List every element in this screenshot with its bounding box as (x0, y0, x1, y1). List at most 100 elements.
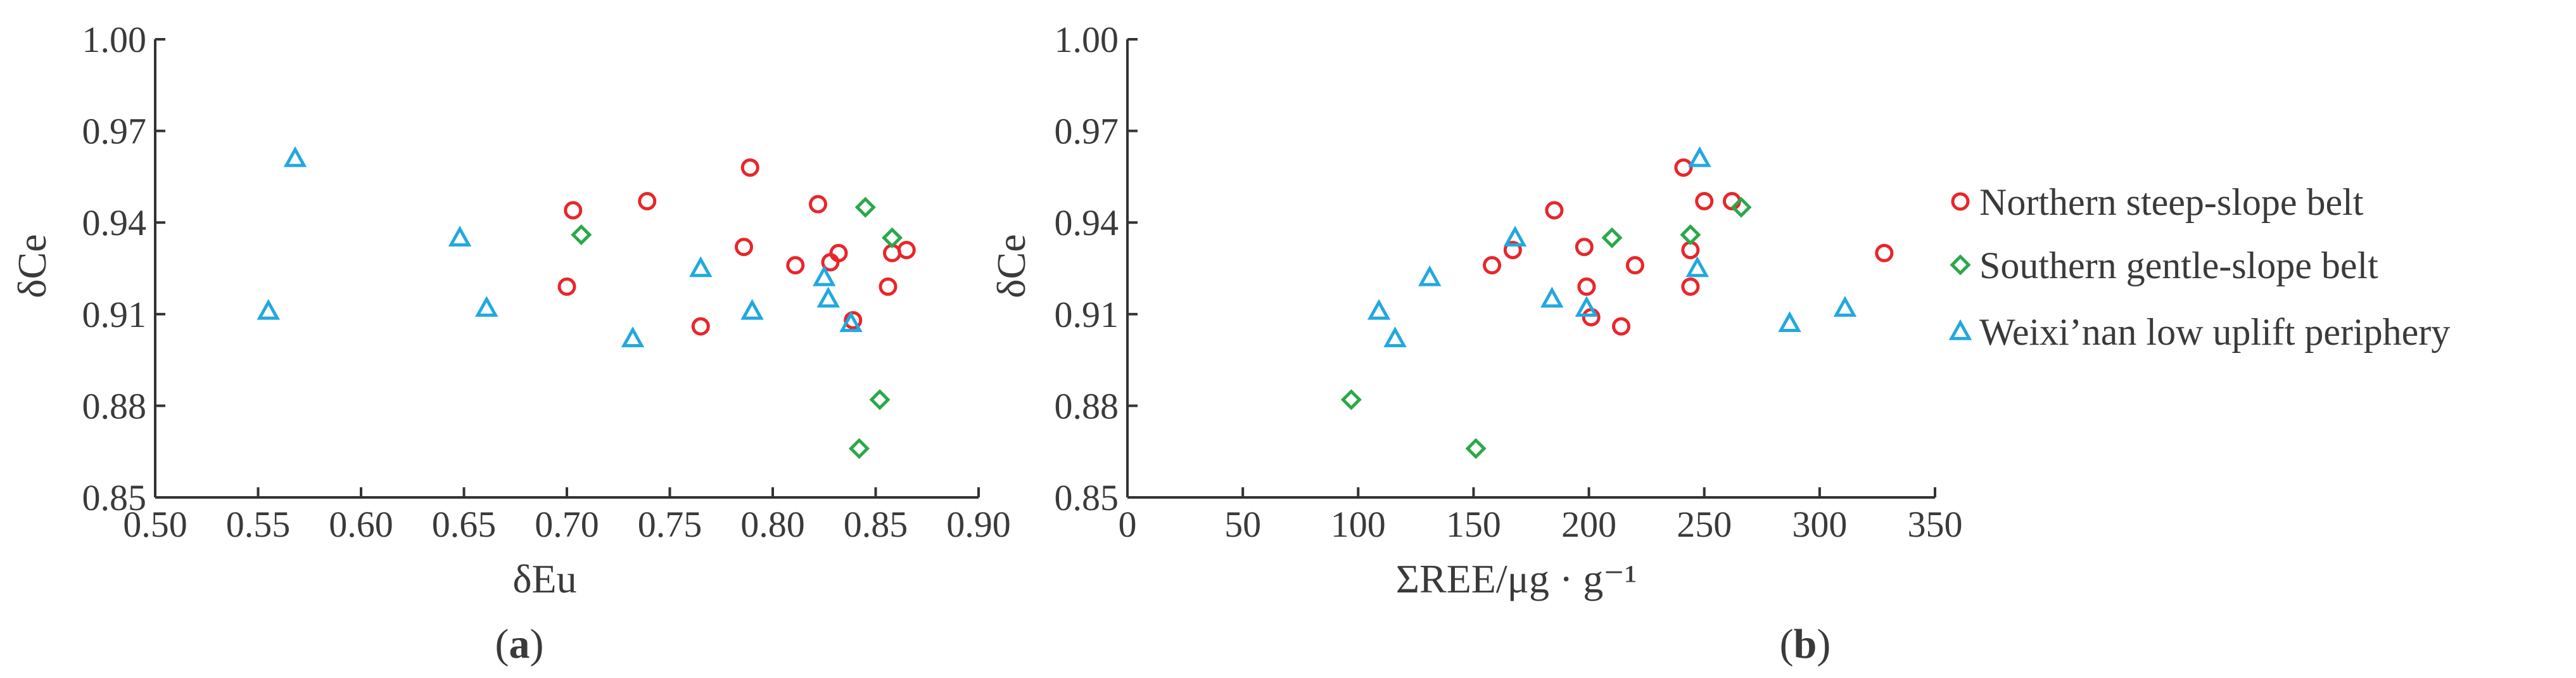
panel-a-point-circle (638, 191, 657, 210)
panel-b-point-circle (1582, 308, 1601, 327)
panel-b-x-tick-label: 250 (1677, 504, 1732, 545)
panel-a-point-circle (557, 277, 576, 296)
legend-label: Weixi’nan low uplift periphery (1979, 311, 2450, 353)
panel-b-point-triangle (1418, 265, 1442, 286)
panel-b-y-tick-label: 0.91 (1055, 294, 1119, 335)
panel-b-label-letter: b (1794, 621, 1817, 667)
panel-a-point-triangle (689, 256, 713, 278)
panel-a-x-tick-label: 0.90 (946, 504, 1011, 545)
panel-b-point-circle (1577, 277, 1596, 296)
panel-a-y-tick-label: 0.94 (82, 202, 147, 243)
panel-a-point-circle (829, 243, 848, 262)
panel-b-point-diamond (1680, 224, 1701, 246)
panel-a-point-circle (564, 201, 583, 220)
panel-b-point-circle (1503, 241, 1522, 260)
panel-a-point-circle (844, 310, 863, 329)
panel-a-y-tick-label: 0.97 (82, 111, 147, 152)
panel-a-label-open: ( (495, 621, 509, 667)
panel-a-point-triangle (740, 298, 764, 320)
panel-a-x-tick-label: 0.75 (638, 504, 702, 545)
legend-marker-triangle (1948, 319, 1972, 340)
panel-b-point-triangle (1503, 226, 1527, 246)
panel-b-point-triangle (1685, 256, 1710, 278)
panel-a-point-circle (740, 158, 759, 177)
panel-b-x-tick-label: 0 (1119, 504, 1137, 545)
panel-b-x-tick-label: 50 (1224, 504, 1261, 545)
panel-b-point-diamond (1465, 438, 1487, 459)
panel-a-point-triangle (475, 296, 498, 317)
panel-b-label-close: ) (1817, 621, 1830, 667)
panel-b-y-tick-label: 0.85 (1055, 477, 1119, 518)
panel-b-x-tick-label: 100 (1331, 504, 1386, 545)
panel-a-point-diamond (869, 389, 891, 411)
panel-b-label: (b) (1780, 621, 1831, 667)
panel-a-point-circle (691, 317, 710, 336)
panel-b-point-triangle (1540, 286, 1564, 308)
panel-a-y-tick-label: 0.91 (82, 294, 147, 335)
panel-b-scatter: δCe ΣREE/μg · g⁻¹ (b) 0.85 0.88 0.91 0.94 0.… (989, 19, 1963, 667)
panel-b-xlabel: ΣREE/μg · g⁻¹ (1396, 556, 1637, 601)
panel-a-scatter: δCe δEu (a) 0.85 0.88 0.91 0.94 0.97 1.00 0.50… (10, 19, 1011, 667)
panel-b-x-tick-label: 300 (1792, 504, 1847, 545)
panel-b-point-circle (1681, 277, 1700, 296)
panel-a-label-close: ) (530, 621, 544, 667)
panel-a-x-tick-label: 0.70 (535, 504, 599, 545)
panel-a-point-triangle (257, 298, 280, 320)
panel-b-x-tick-label: 350 (1908, 504, 1963, 545)
panel-a-x-tick-label: 0.50 (123, 504, 187, 545)
panel-b-point-triangle (1688, 146, 1711, 167)
panel-b-ylabel: δCe (989, 234, 1034, 298)
panel-a-y-tick-label: 1.00 (82, 19, 147, 60)
panel-b-x-tick-label: 150 (1446, 504, 1501, 545)
panel-a-point-triangle (283, 146, 307, 167)
panel-a-label-letter: a (509, 621, 530, 667)
panel-a-y-tick-label: 0.88 (82, 385, 147, 426)
panel-b-point-triangle (1778, 311, 1801, 332)
panel-a-x-tick-label: 0.60 (329, 504, 393, 545)
legend-label: Southern gentle-slope belt (1979, 245, 2378, 286)
legend-label: Northern steep-slope belt (1979, 181, 2364, 223)
panel-a-x-tick-label: 0.65 (432, 504, 497, 545)
panel-a-point-circle (897, 241, 916, 260)
panel-b-point-triangle (1383, 326, 1407, 348)
panel-a-point-triangle (448, 226, 472, 246)
panel-b-y-tick-label: 0.94 (1055, 202, 1119, 243)
panel-b-point-circle (1674, 158, 1693, 177)
panel-b-point-circle (1695, 191, 1714, 210)
panel-a-point-circle (786, 256, 805, 275)
panel-b-y-tick-label: 1.00 (1055, 19, 1119, 60)
legend-marker-circle (1951, 192, 1970, 211)
panel-b-point-circle (1483, 256, 1502, 275)
panel-b-point-circle (1545, 201, 1564, 220)
panel-b-point-diamond (1601, 227, 1623, 248)
legend: Northern steep-slope belt Southern gentle… (1948, 181, 2450, 353)
panel-a-ylabel: δCe (10, 234, 54, 298)
panel-b-point-triangle (1367, 298, 1391, 320)
panel-a-point-circle (735, 238, 753, 257)
panel-b-point-triangle (1575, 296, 1599, 317)
panel-a-point-triangle (621, 326, 645, 348)
panel-b-point-diamond (1340, 389, 1362, 411)
panel-b-point-circle (1612, 317, 1631, 336)
panel-a-point-circle (879, 277, 898, 296)
panel-a-x-tick-label: 0.55 (226, 504, 291, 545)
panel-b-point-circle (1575, 238, 1594, 257)
panel-a-point-diamond (571, 224, 592, 246)
panel-a-point-triangle (813, 265, 836, 286)
panel-b-y-tick-label: 0.97 (1055, 111, 1119, 152)
panel-a-label: (a) (495, 621, 544, 667)
panel-b-label-open: ( (1780, 621, 1794, 667)
panel-a-xlabel: δEu (512, 556, 576, 601)
panel-a-x-tick-label: 0.80 (740, 504, 805, 545)
panel-a-point-triangle (816, 286, 840, 308)
panel-a-point-diamond (854, 196, 876, 218)
panel-b-point-diamond (1730, 196, 1752, 218)
panel-a-x-tick-label: 0.85 (844, 504, 908, 545)
panel-b-x-tick-label: 200 (1561, 504, 1616, 545)
panel-a-point-circle (809, 195, 827, 214)
panel-b-point-circle (1625, 256, 1644, 275)
panel-a-y-tick-label: 0.85 (82, 477, 147, 518)
panel-b-point-circle (1875, 243, 1894, 262)
panel-b-point-triangle (1833, 296, 1857, 317)
